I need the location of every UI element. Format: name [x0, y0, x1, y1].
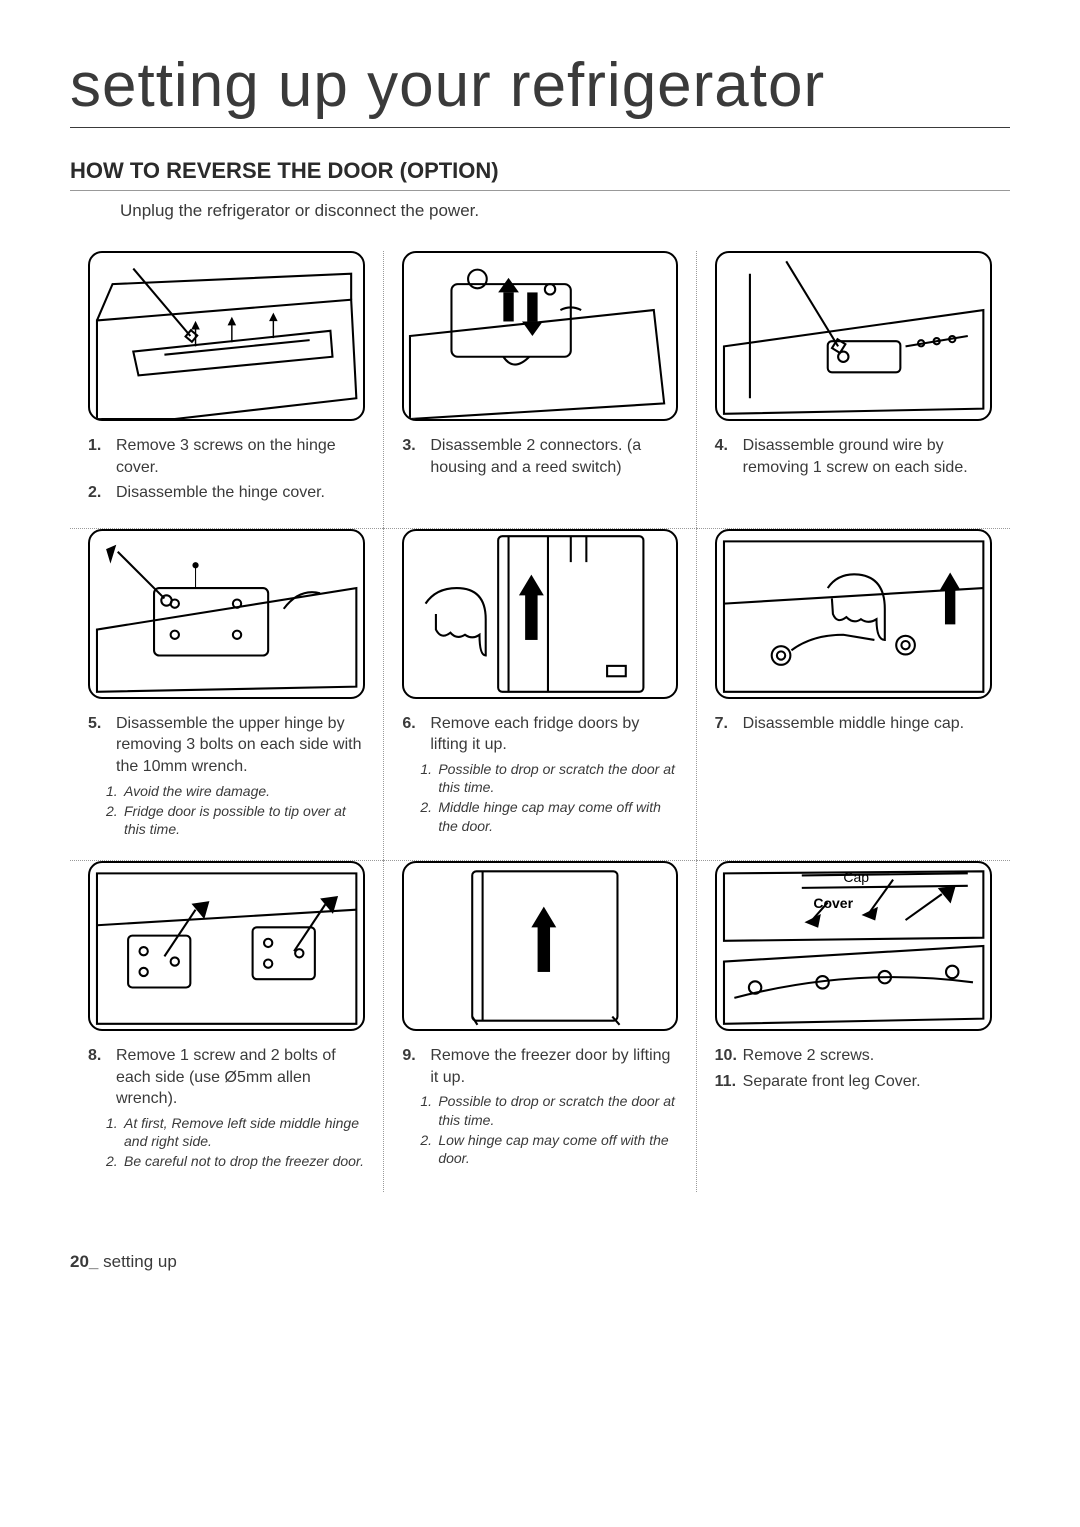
notes-4: 1.Avoid the wire damage. 2.Fridge door i… — [88, 782, 365, 839]
figure-5 — [402, 529, 677, 699]
figure-3 — [715, 251, 992, 421]
figure-7 — [88, 861, 365, 1031]
page-title: setting up your refrigerator — [70, 50, 1010, 128]
figure-8 — [402, 861, 677, 1031]
cell-3: 4.Disassemble ground wire by removing 1 … — [697, 251, 1010, 528]
figure-4 — [88, 529, 365, 699]
steps-6: 7.Disassemble middle hinge cap. — [715, 713, 992, 735]
cell-1: 1.Remove 3 screws on the hinge cover. 2.… — [70, 251, 383, 528]
cell-2: 3.Disassemble 2 connectors. (a housing a… — [383, 251, 696, 528]
steps-3: 4.Disassemble ground wire by removing 1 … — [715, 435, 992, 478]
cell-5: 6.Remove each fridge doors by lifting it… — [383, 528, 696, 860]
cell-9: Cap Cover 10.Remove 2 screws. 11.Separat… — [697, 860, 1010, 1192]
figure-9 — [715, 861, 992, 1031]
steps-4: 5.Disassemble the upper hinge by removin… — [88, 713, 365, 778]
cell-6: 7.Disassemble middle hinge cap. — [697, 528, 1010, 860]
figure-label-cap: Cap — [843, 869, 869, 885]
steps-5: 6.Remove each fridge doors by lifting it… — [402, 713, 677, 756]
steps-8: 9.Remove the freezer door by lifting it … — [402, 1045, 677, 1088]
cell-7: 8.Remove 1 screw and 2 bolts of each sid… — [70, 860, 383, 1192]
notes-7: 1.At first, Remove left side middle hing… — [88, 1114, 365, 1171]
steps-9: 10.Remove 2 screws. 11.Separate front le… — [715, 1045, 992, 1092]
section-title: HOW TO REVERSE THE DOOR (OPTION) — [70, 158, 1010, 191]
steps-grid: 1.Remove 3 screws on the hinge cover. 2.… — [70, 251, 1010, 1192]
page-number: 20_ — [70, 1252, 98, 1271]
intro-text: Unplug the refrigerator or disconnect th… — [70, 201, 1010, 221]
figure-1 — [88, 251, 365, 421]
footer-section: setting up — [103, 1252, 177, 1271]
page-footer: 20_ setting up — [70, 1252, 1010, 1272]
figure-2 — [402, 251, 677, 421]
steps-7: 8.Remove 1 screw and 2 bolts of each sid… — [88, 1045, 365, 1110]
notes-8: 1.Possible to drop or scratch the door a… — [402, 1092, 677, 1167]
steps-1: 1.Remove 3 screws on the hinge cover. 2.… — [88, 435, 365, 504]
figure-label-cover: Cover — [813, 895, 853, 911]
notes-5: 1.Possible to drop or scratch the door a… — [402, 760, 677, 835]
cell-8: 9.Remove the freezer door by lifting it … — [383, 860, 696, 1192]
steps-2: 3.Disassemble 2 connectors. (a housing a… — [402, 435, 677, 478]
cell-4: 5.Disassemble the upper hinge by removin… — [70, 528, 383, 860]
figure-6 — [715, 529, 992, 699]
